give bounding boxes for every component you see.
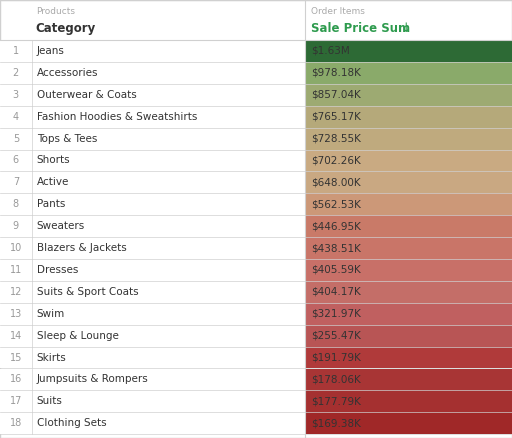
Bar (0, 84, 305, 106)
Text: Dresses: Dresses (37, 265, 78, 275)
Bar (0, 368, 305, 390)
Bar (305, 368, 512, 390)
Bar (0, 215, 305, 237)
Text: $765.17K: $765.17K (311, 112, 360, 122)
Bar (305, 412, 512, 434)
Text: Pants: Pants (37, 199, 65, 209)
Text: 17: 17 (10, 396, 22, 406)
Text: $1.63M: $1.63M (311, 46, 349, 56)
Text: 11: 11 (10, 265, 22, 275)
Bar (0, 149, 305, 171)
Text: Products: Products (36, 7, 75, 16)
Text: Outerwear & Coats: Outerwear & Coats (37, 90, 137, 100)
Text: 15: 15 (10, 353, 22, 363)
Text: $321.97K: $321.97K (311, 309, 360, 319)
Bar (0, 106, 305, 127)
Bar (305, 303, 512, 325)
Text: 14: 14 (10, 331, 22, 341)
Text: 1: 1 (13, 46, 19, 56)
Text: Tops & Tees: Tops & Tees (37, 134, 97, 144)
Text: 7: 7 (13, 177, 19, 187)
Text: Category: Category (36, 22, 96, 35)
Text: 13: 13 (10, 309, 22, 319)
Bar (305, 149, 512, 171)
Text: Fashion Hoodies & Sweatshirts: Fashion Hoodies & Sweatshirts (37, 112, 197, 122)
Text: $702.26K: $702.26K (311, 155, 360, 166)
Bar (0, 127, 305, 149)
Bar (0, 281, 305, 303)
Bar (305, 84, 512, 106)
Text: $255.47K: $255.47K (311, 331, 360, 341)
Text: $169.38K: $169.38K (311, 418, 360, 428)
Bar (305, 237, 512, 259)
Text: $857.04K: $857.04K (311, 90, 360, 100)
Text: Active: Active (37, 177, 69, 187)
Text: $404.17K: $404.17K (311, 287, 360, 297)
Bar (0, 390, 305, 412)
Text: $177.79K: $177.79K (311, 396, 360, 406)
Bar (0, 62, 305, 84)
Bar (305, 62, 512, 84)
Text: 2: 2 (13, 68, 19, 78)
Text: Sleep & Lounge: Sleep & Lounge (37, 331, 119, 341)
Bar (305, 281, 512, 303)
Text: Suits: Suits (37, 396, 62, 406)
Bar (0, 412, 305, 434)
Bar (305, 106, 512, 127)
Text: $405.59K: $405.59K (311, 265, 360, 275)
Text: 8: 8 (13, 199, 19, 209)
Bar (0, 346, 305, 368)
Text: 4: 4 (13, 112, 19, 122)
Text: Sale Price Sum: Sale Price Sum (311, 22, 410, 35)
Bar (0, 303, 305, 325)
Text: Jeans: Jeans (37, 46, 65, 56)
Text: 9: 9 (13, 221, 19, 231)
Text: Suits & Sport Coats: Suits & Sport Coats (37, 287, 138, 297)
Text: $648.00K: $648.00K (311, 177, 360, 187)
Text: $562.53K: $562.53K (311, 199, 360, 209)
Bar (0, 259, 305, 281)
Text: 18: 18 (10, 418, 22, 428)
Bar (0, 40, 305, 62)
Bar (305, 259, 512, 281)
Bar (305, 346, 512, 368)
Text: $446.95K: $446.95K (311, 221, 360, 231)
Bar (0, 325, 305, 346)
Text: 3: 3 (13, 90, 19, 100)
Bar (305, 40, 512, 62)
Text: Skirts: Skirts (37, 353, 67, 363)
Bar (305, 127, 512, 149)
Text: 16: 16 (10, 374, 22, 385)
Text: $438.51K: $438.51K (311, 243, 360, 253)
Text: $728.55K: $728.55K (311, 134, 360, 144)
Bar (0, 171, 305, 193)
Bar (305, 193, 512, 215)
Text: Jumpsuits & Rompers: Jumpsuits & Rompers (37, 374, 148, 385)
Text: 12: 12 (10, 287, 22, 297)
Text: Blazers & Jackets: Blazers & Jackets (37, 243, 126, 253)
Text: 5: 5 (13, 134, 19, 144)
Text: ↓: ↓ (400, 22, 411, 35)
Text: Accessories: Accessories (37, 68, 98, 78)
Bar (305, 390, 512, 412)
Text: 10: 10 (10, 243, 22, 253)
Text: Shorts: Shorts (37, 155, 70, 166)
Text: Swim: Swim (37, 309, 65, 319)
Text: Sweaters: Sweaters (37, 221, 85, 231)
Bar (0, 237, 305, 259)
Bar (305, 215, 512, 237)
Text: $978.18K: $978.18K (311, 68, 360, 78)
Bar (305, 325, 512, 346)
Bar (0, 193, 305, 215)
Text: Clothing Sets: Clothing Sets (37, 418, 106, 428)
Text: Order Items: Order Items (311, 7, 365, 16)
Text: $178.06K: $178.06K (311, 374, 360, 385)
Text: $191.79K: $191.79K (311, 353, 360, 363)
Bar (305, 171, 512, 193)
Text: 6: 6 (13, 155, 19, 166)
